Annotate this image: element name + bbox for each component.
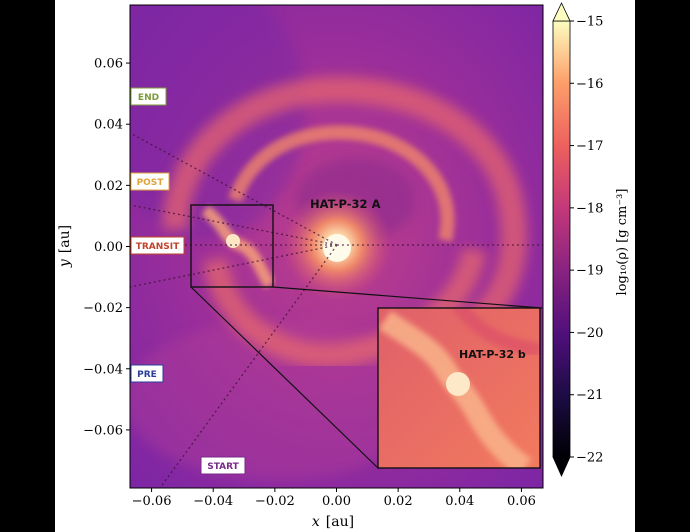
y-tick-label: −0.04 xyxy=(83,362,123,377)
x-tick-label: −0.04 xyxy=(193,494,233,509)
y-tick-label: 0.02 xyxy=(94,179,123,194)
label-transit: TRANSIT xyxy=(136,242,180,252)
y-tick-label: −0.06 xyxy=(83,423,123,438)
x-tick-label: −0.02 xyxy=(255,494,295,509)
sight-lines xyxy=(129,132,543,489)
colorbar-tick-label: −17 xyxy=(576,139,603,154)
colorbar-tick-label: −16 xyxy=(576,77,603,92)
label-pre: PRE xyxy=(137,370,157,380)
y-axis-unit: [au] xyxy=(57,225,73,253)
x-tick-label: 0.04 xyxy=(445,494,474,509)
x-axis-label: x [au] xyxy=(312,514,354,530)
x-tick-label: −0.06 xyxy=(132,494,172,509)
x-axis-unit: [au] xyxy=(326,514,354,530)
zoom-connector-top xyxy=(272,286,543,309)
y-axis-label: y [au] xyxy=(57,225,73,268)
y-axis-var: y xyxy=(57,258,73,268)
label-post: POST xyxy=(137,178,165,188)
colorbar-tick-label: −22 xyxy=(576,451,603,466)
label-start: START xyxy=(207,462,239,472)
sight-line-post xyxy=(129,204,338,246)
star-label: HAT-P-32 A xyxy=(310,197,381,211)
planet-label: HAT-P-32 b xyxy=(459,348,526,361)
y-tick-label: 0.06 xyxy=(94,57,123,72)
colorbar: −15 −16 −17 −18 −19 −20 −21 −22 log₁₀(ρ) [g cm⁻… xyxy=(552,2,630,477)
colorbar-tick-label: −15 xyxy=(576,15,603,30)
sight-line-start xyxy=(159,244,338,489)
colorbar-tick-label: −21 xyxy=(576,388,603,403)
colorbar-label: log₁₀(ρ) [g cm⁻³] xyxy=(615,189,630,296)
x-tick-label: 0.06 xyxy=(507,494,536,509)
label-end: END xyxy=(138,93,159,103)
zoom-box xyxy=(190,204,274,288)
x-tick-label: 0.02 xyxy=(384,494,413,509)
y-tick-label: 0.00 xyxy=(94,240,123,255)
y-tick-label: −0.02 xyxy=(83,301,123,316)
target-labels: END POST TRANSIT PRE START xyxy=(130,87,246,475)
sight-line-pre xyxy=(129,244,338,288)
colorbar-tick-label: −18 xyxy=(576,201,603,216)
colorbar-extend-bottom xyxy=(552,456,571,477)
colorbar-extend-top xyxy=(552,2,571,22)
y-tick-label: 0.04 xyxy=(94,118,123,133)
x-axis-var: x xyxy=(312,514,320,530)
colorbar-tick-label: −19 xyxy=(576,264,603,279)
colorbar-tick-label: −20 xyxy=(576,326,603,341)
x-ticks: −0.06 −0.04 −0.02 0.00 0.02 0.04 0.06 xyxy=(132,488,536,509)
inset-border xyxy=(377,307,541,469)
figure-frame: END POST TRANSIT PRE START HAT-P-32 A HA… xyxy=(55,0,635,532)
zoom-inset xyxy=(378,308,540,468)
y-ticks: 0.06 0.04 0.02 0.00 −0.02 −0.04 −0.06 xyxy=(83,57,130,438)
x-tick-label: 0.00 xyxy=(322,494,351,509)
density-plot: END POST TRANSIT PRE START HAT-P-32 A HA… xyxy=(57,2,630,530)
zoom-connector-bottom xyxy=(190,286,379,469)
colorbar-ticks: −15 −16 −17 −18 −19 −20 −21 −22 xyxy=(570,15,603,466)
colorbar-bar xyxy=(552,20,571,458)
sight-line-end xyxy=(129,132,338,246)
